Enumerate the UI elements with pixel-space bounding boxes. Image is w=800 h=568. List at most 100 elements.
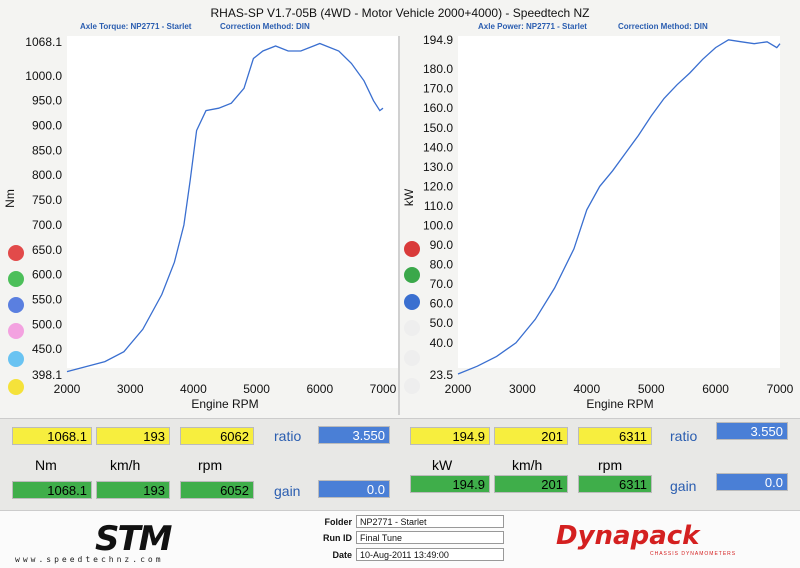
folder-value: NP2771 - Starlet <box>356 515 504 528</box>
y-tick-label: 650.0 <box>32 243 62 257</box>
x-tick-label: 6000 <box>702 382 729 396</box>
legend-dot-1[interactable] <box>8 245 24 261</box>
runid-value: Final Tune <box>356 531 504 544</box>
left-ratio-value[interactable]: 3.550 <box>318 426 390 444</box>
legend-dot-3[interactable] <box>8 297 24 313</box>
left-chart-label: Axle Torque: NP2771 - Starlet <box>80 22 192 31</box>
power-peak-rpm: 6311 <box>578 427 652 445</box>
y-tick-label: 700.0 <box>32 218 62 232</box>
readout-panel: 1068.1 193 6062 ratio 3.550 Nm km/h rpm … <box>0 418 800 510</box>
left-gain-label: gain <box>274 483 301 499</box>
y-tick-label: 40.0 <box>430 336 454 350</box>
left-unit-kmh: km/h <box>110 457 141 473</box>
y-tick-label: 180.0 <box>423 62 453 76</box>
right-unit-rpm: rpm <box>598 457 623 473</box>
power-current-speed: 201 <box>494 475 568 493</box>
right-gain-label: gain <box>670 478 697 494</box>
stm-logo: STM <box>95 519 173 559</box>
legend-dot-r5[interactable] <box>404 350 420 366</box>
torque-current-rpm: 6052 <box>180 481 254 499</box>
report-title: RHAS-SP V1.7-05B (4WD - Motor Vehicle 20… <box>210 6 590 20</box>
torque-plot-bg <box>67 36 399 368</box>
date-value: 10-Aug-2011 13:49:00 <box>356 548 504 561</box>
y-tick-label: 50.0 <box>430 316 454 330</box>
y-tick-label: 110.0 <box>424 199 453 213</box>
y-tick-label: 600.0 <box>32 268 62 282</box>
torque-current-speed: 193 <box>96 481 170 499</box>
y-tick-label: 1068.1 <box>25 35 62 49</box>
y-tick-label: 500.0 <box>32 317 62 331</box>
torque-peak-value: 1068.1 <box>12 427 92 445</box>
y-tick-label: 800.0 <box>32 168 62 182</box>
series-line <box>457 39 781 375</box>
torque-current-value: 1068.1 <box>12 481 92 499</box>
x-tick-label: 7000 <box>370 382 397 396</box>
y-tick-label: 130.0 <box>423 160 453 174</box>
y-tick-label: 850.0 <box>32 143 62 157</box>
report-footer: STM www.speedtechnz.com Folder NP2771 - … <box>0 510 800 568</box>
left-ratio-label: ratio <box>274 428 302 444</box>
y-tick-label: 398.1 <box>32 368 62 382</box>
right-chart-label: Axle Power: NP2771 - Starlet <box>478 22 587 31</box>
legend-dot-r1[interactable] <box>404 241 420 257</box>
runid-label: Run ID <box>323 533 352 543</box>
power-peak-speed: 201 <box>494 427 568 445</box>
right-unit-kmh: km/h <box>512 457 543 473</box>
power-peak-value: 194.9 <box>410 427 490 445</box>
x-tick-label: 4000 <box>573 382 600 396</box>
legend-dot-5[interactable] <box>8 351 24 367</box>
left-gain-value[interactable]: 0.0 <box>318 480 390 498</box>
y-tick-label: 900.0 <box>32 119 62 133</box>
x-tick-label: 5000 <box>638 382 665 396</box>
legend-dot-6[interactable] <box>8 379 24 395</box>
y-tick-label: 750.0 <box>32 193 62 207</box>
left-unit-nm: Nm <box>35 457 57 473</box>
y-tick-label: 100.0 <box>423 218 453 232</box>
y-tick-label: 70.0 <box>430 277 454 291</box>
y-axis-label: kW <box>402 188 416 206</box>
y-tick-label: 450.0 <box>32 342 62 356</box>
y-axis-label: Nm <box>3 189 17 208</box>
y-tick-label: 80.0 <box>430 258 454 272</box>
y-tick-label: 160.0 <box>423 101 453 115</box>
legend-dot-r6[interactable] <box>404 378 420 394</box>
y-tick-label: 1000.0 <box>25 69 62 83</box>
y-tick-label: 120.0 <box>423 179 453 193</box>
legend-dot-r4[interactable] <box>404 320 420 336</box>
right-gain-value[interactable]: 0.0 <box>716 473 788 491</box>
x-tick-label: 6000 <box>306 382 333 396</box>
x-tick-label: 5000 <box>243 382 270 396</box>
y-tick-label: 950.0 <box>32 94 62 108</box>
power-chart: 23.5 40.0 50.0 60.0 70.0 80.0 90.0 100.0 110.0 12… <box>402 33 794 411</box>
left-chart-method: Correction Method: DIN <box>220 22 310 31</box>
x-tick-label: 2000 <box>54 382 81 396</box>
x-tick-label: 2000 <box>445 382 472 396</box>
folder-label: Folder <box>324 517 352 527</box>
right-chart-method: Correction Method: DIN <box>618 22 708 31</box>
dyno-charts: 398.1 450.0 500.0 550.0 600.0 650.0 700.0 750.0… <box>3 33 794 415</box>
x-tick-label: 7000 <box>767 382 794 396</box>
x-tick-label: 3000 <box>509 382 536 396</box>
x-tick-label: 3000 <box>117 382 144 396</box>
y-tick-label: 60.0 <box>430 297 454 311</box>
y-tick-label: 140.0 <box>423 140 453 154</box>
right-ratio-label: ratio <box>670 428 698 444</box>
y-tick-label: 170.0 <box>423 82 453 96</box>
legend-dot-2[interactable] <box>8 271 24 287</box>
power-current-value: 194.9 <box>410 475 490 493</box>
legend-dot-r3[interactable] <box>404 294 420 310</box>
legend-dot-4[interactable] <box>8 323 24 339</box>
date-label: Date <box>332 550 352 560</box>
power-plot-bg <box>458 36 780 368</box>
dynapack-logo: Dynapack <box>556 521 700 551</box>
x-axis-label: Engine RPM <box>586 397 653 411</box>
y-tick-label: 90.0 <box>430 238 454 252</box>
right-ratio-value[interactable]: 3.550 <box>716 422 788 440</box>
right-unit-kw: kW <box>432 457 453 473</box>
legend-dot-r2[interactable] <box>404 267 420 283</box>
dynapack-subtitle: CHASSIS DYNAMOMETERS <box>650 551 737 557</box>
y-tick-label: 194.9 <box>423 33 453 47</box>
series-line <box>66 42 384 373</box>
y-tick-label: 150.0 <box>423 121 453 135</box>
power-current-rpm: 6311 <box>578 475 652 493</box>
